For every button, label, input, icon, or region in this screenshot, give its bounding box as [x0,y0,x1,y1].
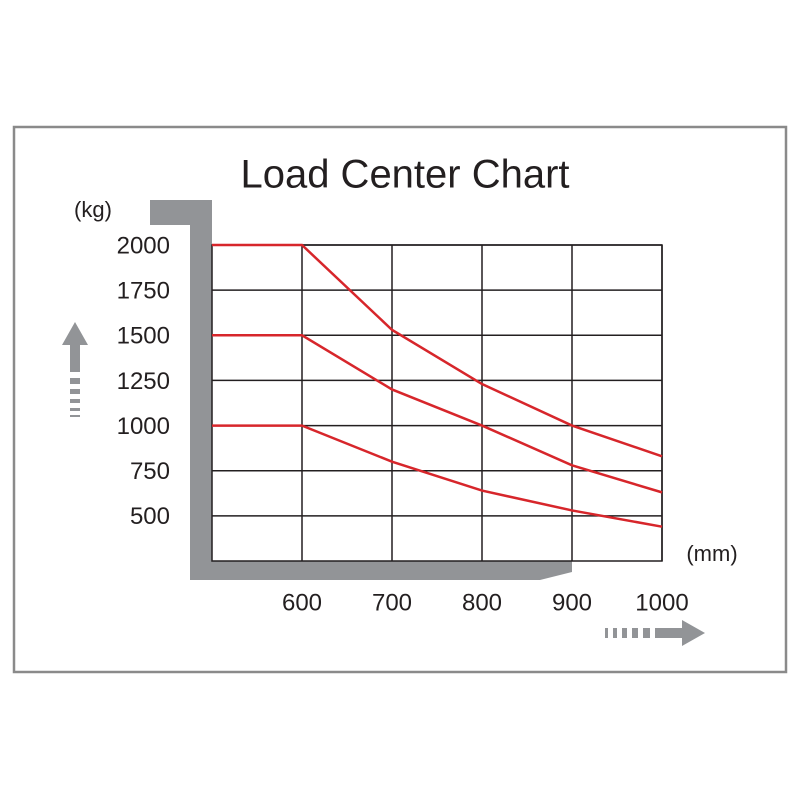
load-curve [212,334,663,494]
y-tick-label: 750 [130,458,170,485]
right-arrow [605,620,705,646]
y-tick-label: 1250 [117,368,170,395]
x-tick-label: 1000 [635,589,688,616]
up-arrow [62,322,88,417]
x-tick-label: 900 [552,589,592,616]
x-tick-label: 600 [282,589,322,616]
chart-title: Load Center Chart [240,153,569,197]
x-tick-label: 800 [462,589,502,616]
fork-graphic [150,200,572,580]
load-curve [212,243,663,458]
y-tick-label: 1750 [117,277,170,304]
y-unit: (kg) [74,197,112,222]
y-tick-label: 1500 [117,323,170,350]
y-tick-label: 500 [130,503,170,530]
x-unit: (mm) [686,541,737,566]
load-curve [212,424,663,528]
x-tick-label: 700 [372,589,412,616]
frame [12,125,788,674]
y-tick-label: 1000 [117,413,170,440]
y-tick-label: 2000 [117,232,170,259]
